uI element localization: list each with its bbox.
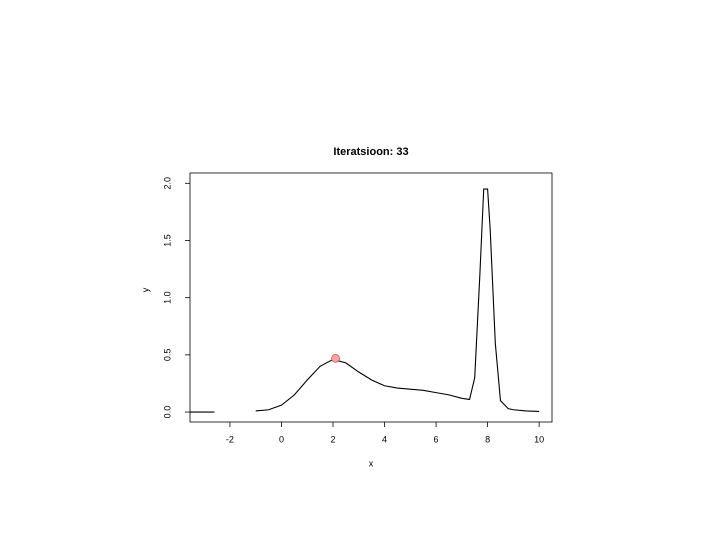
y-axis-label: y: [140, 287, 150, 292]
x-tick-label: 2: [330, 434, 335, 444]
x-tick-label: 4: [382, 434, 387, 444]
x-tick-label: 10: [534, 434, 544, 444]
x-tick-label: 6: [434, 434, 439, 444]
y-tick-label: 2.0: [162, 177, 172, 190]
point: [331, 353, 340, 363]
y-tick-label: 1.0: [162, 291, 172, 304]
chart-title: Iteratsioon: 33: [333, 146, 408, 158]
x-axis-label: x: [369, 458, 374, 468]
y-tick-label: 1.5: [162, 234, 172, 247]
y-tick-label: 0.5: [162, 349, 172, 362]
plot-box: [189, 172, 553, 423]
x-tick-label: 8: [485, 434, 490, 444]
y-tick-label: 0.0: [162, 406, 172, 419]
x-tick-label: -2: [226, 434, 234, 444]
x-tick-label: 0: [279, 434, 284, 444]
line: [255, 188, 540, 413]
